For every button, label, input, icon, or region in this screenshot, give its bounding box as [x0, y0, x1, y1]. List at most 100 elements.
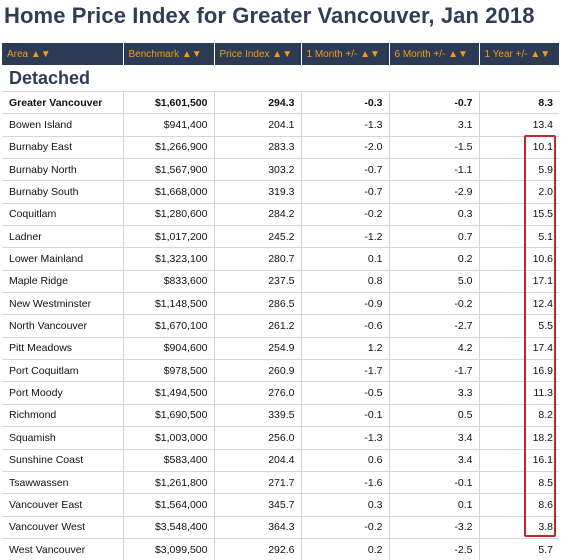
cell-price-index: 271.7: [214, 470, 302, 494]
cell-area: Tsawwassen: [2, 470, 124, 494]
cell-price-index: 276.0: [214, 381, 302, 405]
table-row: New Westminster $1,148,500 286.5 -0.9 -0.2 12…: [2, 292, 559, 315]
table-row: Burnaby East $1,266,900 283.3 -2.0 -1.5 10.1: [2, 135, 559, 159]
cell-1-year: 17.4: [479, 336, 559, 360]
cell-1-year: 5.7: [479, 537, 559, 560]
table-row: Ladner $1,017,200 245.2 -1.2 0.7 5.1: [2, 225, 559, 248]
cell-area: Pitt Meadows: [2, 336, 124, 360]
cell-6-month: 0.3: [389, 202, 480, 226]
cell-6-month: -0.2: [389, 292, 480, 315]
cell-benchmark: $1,668,000: [123, 180, 215, 204]
cell-benchmark: $833,600: [123, 269, 215, 293]
cell-price-index: 204.1: [214, 113, 302, 137]
cell-price-index: 319.3: [214, 180, 302, 204]
cell-1-month: -0.3: [301, 90, 390, 114]
page-title: Home Price Index for Greater Vancouver, …: [4, 3, 535, 28]
cell-benchmark: $941,400: [123, 113, 215, 137]
cell-6-month: 3.3: [389, 381, 480, 405]
cell-benchmark: $1,017,200: [123, 225, 215, 248]
cell-area: Lower Mainland: [2, 247, 124, 271]
cell-price-index: 294.3: [214, 90, 302, 114]
cell-1-year: 5.1: [479, 225, 559, 248]
cell-benchmark: $1,567,900: [123, 158, 215, 181]
cell-1-month: 0.6: [301, 448, 390, 472]
cell-1-year: 16.1: [479, 448, 559, 472]
cell-benchmark: $1,690,500: [123, 403, 215, 427]
column-header-price-index[interactable]: Price Index ▲▼: [214, 43, 302, 65]
cell-benchmark: $1,564,000: [123, 493, 215, 517]
cell-area: Richmond: [2, 403, 124, 427]
cell-1-month: 0.1: [301, 247, 390, 271]
cell-6-month: 0.7: [389, 225, 480, 248]
cell-price-index: 284.2: [214, 202, 302, 226]
cell-6-month: 3.1: [389, 113, 480, 137]
cell-1-year: 5.9: [479, 158, 559, 181]
cell-6-month: 4.2: [389, 336, 480, 360]
table-row: West Vancouver $3,099,500 292.6 0.2 -2.5 5.7: [2, 537, 559, 560]
cell-1-month: 0.2: [301, 537, 390, 560]
cell-1-year: 8.2: [479, 403, 559, 427]
cell-area: Bowen Island: [2, 113, 124, 137]
cell-benchmark: $978,500: [123, 359, 215, 382]
cell-1-month: -0.6: [301, 314, 390, 338]
column-header-area[interactable]: Area ▲▼: [2, 43, 124, 65]
column-header-benchmark[interactable]: Benchmark ▲▼: [123, 43, 215, 65]
table-row: Vancouver West $3,548,400 364.3 -0.2 -3.2 3.8: [2, 515, 559, 539]
table-row: Squamish $1,003,000 256.0 -1.3 3.4 18.2: [2, 426, 559, 449]
table-row: Maple Ridge $833,600 237.5 0.8 5.0 17.1: [2, 269, 559, 293]
cell-6-month: -1.7: [389, 359, 480, 382]
table-row: Richmond $1,690,500 339.5 -0.1 0.5 8.2: [2, 403, 559, 427]
cell-1-month: -0.5: [301, 381, 390, 405]
price-index-table: Area ▲▼ Benchmark ▲▼ Price Index ▲▼ 1 Mo…: [2, 43, 559, 560]
column-header-1-year[interactable]: 1 Year +/- ▲▼: [479, 43, 559, 65]
cell-benchmark: $1,261,800: [123, 470, 215, 494]
column-header-1-month[interactable]: 1 Month +/- ▲▼: [301, 43, 390, 65]
cell-benchmark: $1,003,000: [123, 426, 215, 449]
cell-1-year: 8.6: [479, 493, 559, 517]
cell-benchmark: $3,099,500: [123, 537, 215, 560]
cell-benchmark: $1,601,500: [123, 90, 215, 114]
cell-1-month: -1.7: [301, 359, 390, 382]
section-heading: Detached: [9, 67, 91, 88]
cell-price-index: 261.2: [214, 314, 302, 338]
cell-benchmark: $583,400: [123, 448, 215, 472]
cell-6-month: -1.1: [389, 158, 480, 181]
table-row: Burnaby South $1,668,000 319.3 -0.7 -2.9 2.0: [2, 180, 559, 204]
cell-6-month: 0.5: [389, 403, 480, 427]
cell-6-month: -1.5: [389, 135, 480, 159]
column-header-6-month[interactable]: 6 Month +/- ▲▼: [389, 43, 480, 65]
cell-1-month: -0.7: [301, 158, 390, 181]
cell-1-month: -1.2: [301, 225, 390, 248]
cell-price-index: 204.4: [214, 448, 302, 472]
cell-1-year: 13.4: [479, 113, 559, 137]
cell-area: Port Moody: [2, 381, 124, 405]
table-row: Bowen Island $941,400 204.1 -1.3 3.1 13.4: [2, 113, 559, 137]
cell-6-month: -0.7: [389, 90, 480, 114]
cell-1-month: -0.1: [301, 403, 390, 427]
cell-1-year: 10.1: [479, 135, 559, 159]
cell-benchmark: $1,148,500: [123, 292, 215, 315]
cell-area: North Vancouver: [2, 314, 124, 338]
cell-area: Greater Vancouver: [2, 90, 124, 114]
cell-price-index: 292.6: [214, 537, 302, 560]
table-row: Port Moody $1,494,500 276.0 -0.5 3.3 11.3: [2, 381, 559, 405]
cell-price-index: 260.9: [214, 359, 302, 382]
cell-1-month: 0.3: [301, 493, 390, 517]
cell-price-index: 364.3: [214, 515, 302, 539]
cell-1-month: -1.6: [301, 470, 390, 494]
cell-area: Burnaby East: [2, 135, 124, 159]
cell-1-year: 8.3: [479, 90, 559, 114]
cell-1-year: 11.3: [479, 381, 559, 405]
cell-6-month: 5.0: [389, 269, 480, 293]
cell-1-month: -2.0: [301, 135, 390, 159]
cell-area: Burnaby North: [2, 158, 124, 181]
table-row: Pitt Meadows $904,600 254.9 1.2 4.2 17.4: [2, 336, 559, 360]
cell-6-month: 3.4: [389, 426, 480, 449]
cell-area: Coquitlam: [2, 202, 124, 226]
cell-1-year: 17.1: [479, 269, 559, 293]
cell-area: Burnaby South: [2, 180, 124, 204]
table-row: Port Coquitlam $978,500 260.9 -1.7 -1.7 16.9: [2, 359, 559, 382]
cell-1-month: -0.7: [301, 180, 390, 204]
cell-6-month: 0.2: [389, 247, 480, 271]
table-row: North Vancouver $1,670,100 261.2 -0.6 -2.7 5.…: [2, 314, 559, 338]
